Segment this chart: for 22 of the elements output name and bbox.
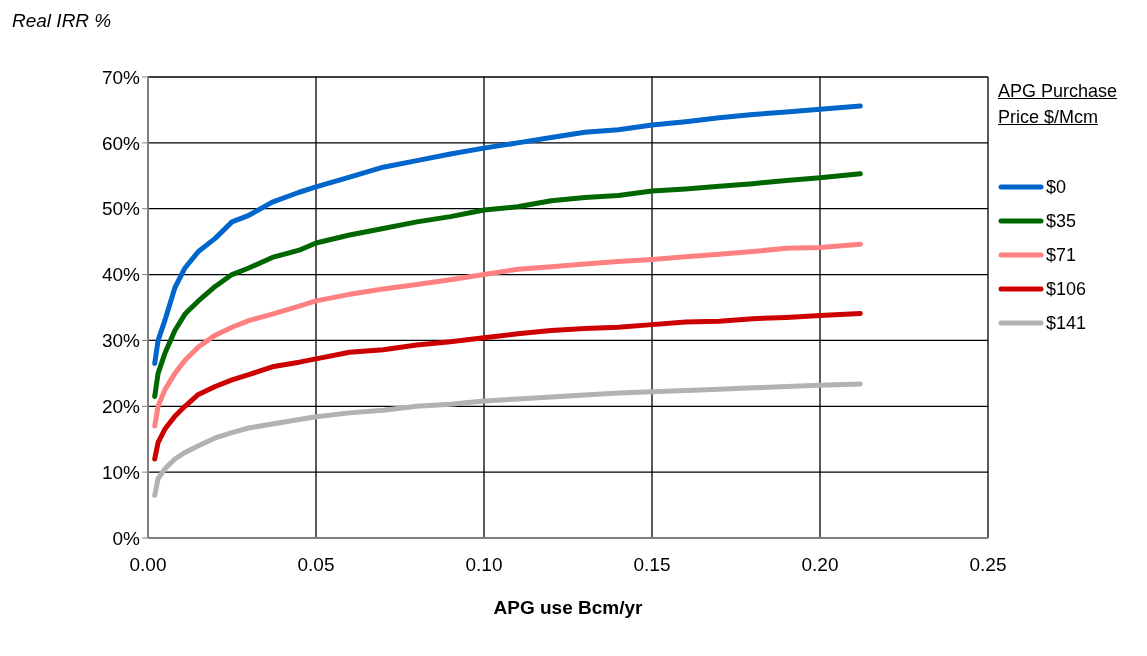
legend-label: $0	[1046, 176, 1067, 198]
x-tick-label: 0.20	[801, 554, 839, 576]
x-axis-title: APG use Bcm/yr	[493, 597, 644, 618]
y-tick-label: 60%	[101, 132, 141, 154]
legend-label: $35	[1046, 210, 1077, 232]
y-tick-label: 70%	[101, 66, 141, 88]
legend-title: APG Purchase Price $/Mcm	[998, 80, 1119, 129]
x-tick-label: 0.10	[465, 554, 503, 576]
y-tick-label: 50%	[101, 198, 141, 220]
y-tick-label: 0%	[112, 527, 141, 549]
x-tick-label: 0.15	[633, 554, 671, 576]
x-tick-label: 0.05	[297, 554, 335, 576]
y-tick-label: 20%	[101, 396, 141, 418]
y-tick-label: 10%	[101, 461, 141, 483]
y-axis-title: Real IRR %	[12, 10, 112, 32]
y-tick-label: 40%	[101, 264, 141, 286]
y-tick-label: 30%	[101, 330, 141, 352]
legend-label: $141	[1046, 312, 1087, 334]
legend-label: $71	[1046, 244, 1077, 266]
x-tick-label: 0.00	[129, 554, 167, 576]
legend-label: $106	[1046, 278, 1087, 300]
x-tick-label: 0.25	[969, 554, 1007, 576]
